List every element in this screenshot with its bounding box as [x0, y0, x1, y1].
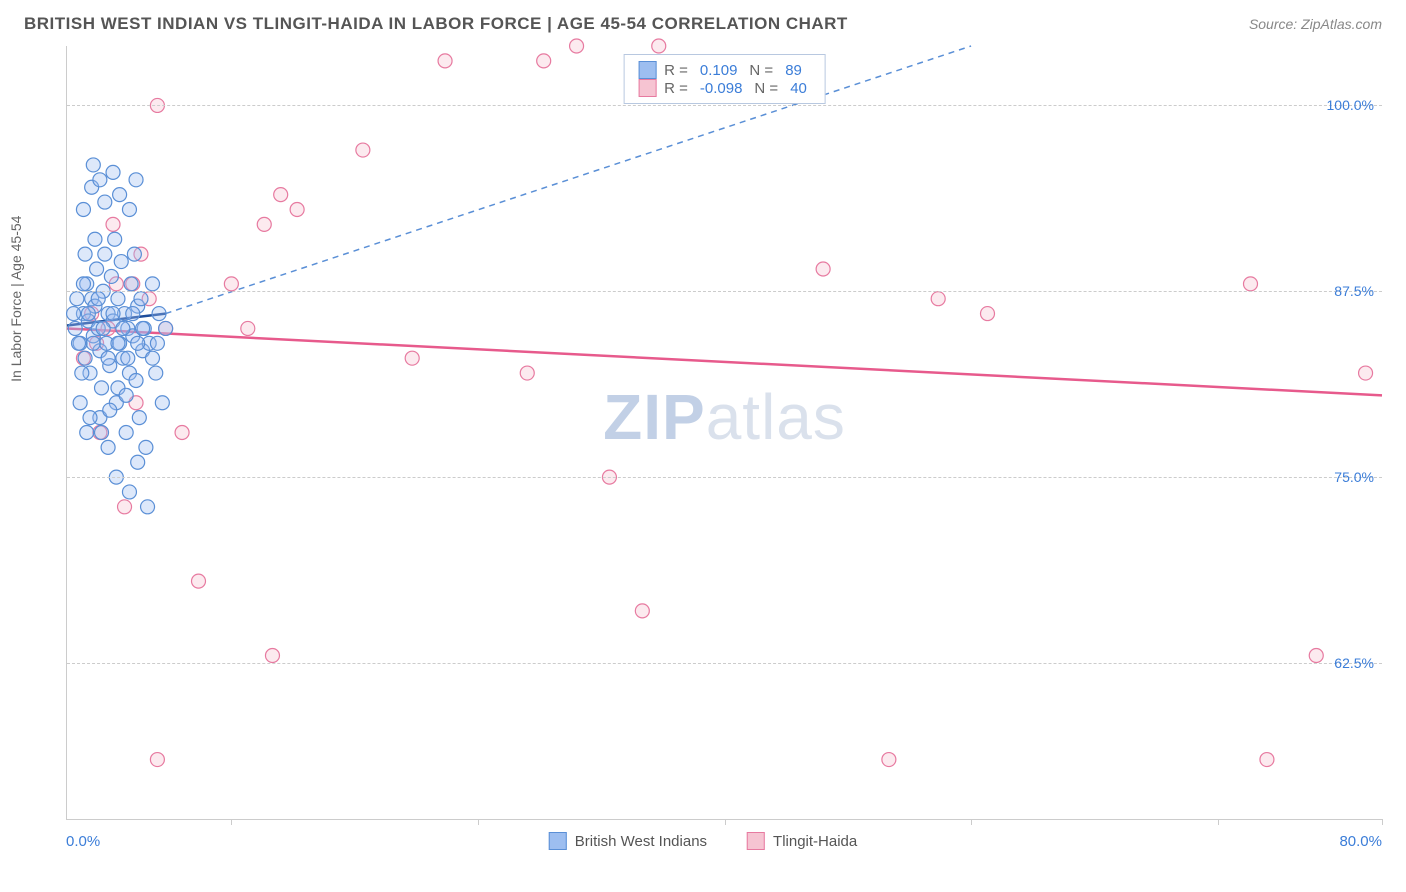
legend-label: Tlingit-Haida [773, 833, 857, 850]
legend-swatch-icon [549, 832, 567, 850]
y-tick-label: 100.0% [1327, 97, 1374, 113]
legend-row-series-2: R = -0.098 N = 40 [638, 79, 811, 97]
y-tick-label: 62.5% [1334, 655, 1374, 671]
x-axis-max-label: 80.0% [1339, 833, 1382, 850]
legend-swatch-icon [747, 832, 765, 850]
chart-container: In Labor Force | Age 45-54 ZIPatlas R = … [24, 46, 1382, 868]
chart-svg [67, 46, 1382, 819]
legend-swatch-1 [638, 61, 656, 79]
y-axis-label: In Labor Force | Age 45-54 [8, 216, 24, 382]
legend-swatch-2 [638, 79, 656, 97]
y-tick-label: 75.0% [1334, 469, 1374, 485]
y-tick-label: 87.5% [1334, 283, 1374, 299]
legend-row-series-1: R = 0.109 N = 89 [638, 61, 811, 79]
legend-item-2: Tlingit-Haida [747, 832, 857, 850]
chart-title: BRITISH WEST INDIAN VS TLINGIT-HAIDA IN … [24, 14, 848, 34]
legend-item-1: British West Indians [549, 832, 707, 850]
correlation-legend: R = 0.109 N = 89 R = -0.098 N = 40 [623, 54, 826, 104]
series-legend: British West Indians Tlingit-Haida [549, 832, 857, 850]
plot-area: ZIPatlas R = 0.109 N = 89 R = -0.098 N =… [66, 46, 1382, 820]
source-attribution: Source: ZipAtlas.com [1249, 16, 1382, 32]
legend-label: British West Indians [575, 833, 707, 850]
x-axis-min-label: 0.0% [66, 833, 100, 850]
